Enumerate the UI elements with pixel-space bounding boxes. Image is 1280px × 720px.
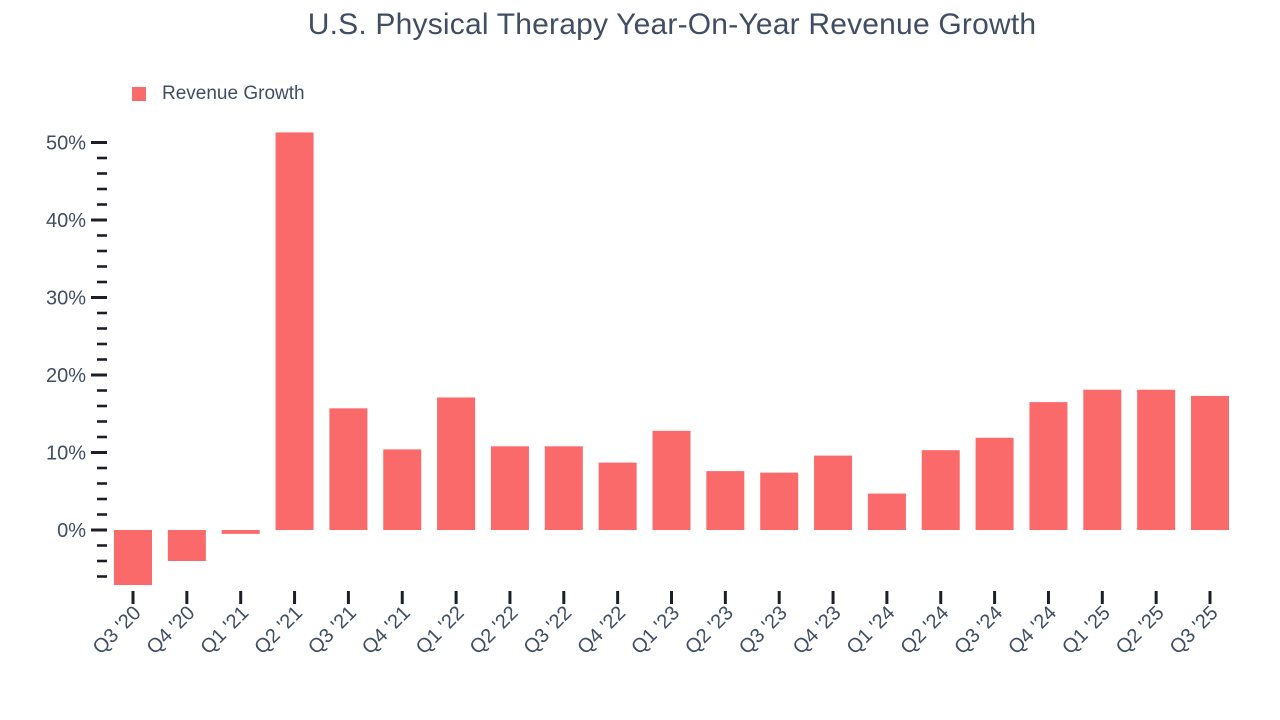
- bar[interactable]: [167, 530, 206, 561]
- bar[interactable]: [329, 408, 368, 530]
- bar[interactable]: [1137, 389, 1176, 530]
- bar[interactable]: [652, 430, 691, 530]
- x-axis-tick-label: Q2 '25: [1112, 602, 1169, 659]
- bar[interactable]: [1083, 389, 1122, 530]
- x-axis-tick-label: Q2 '21: [250, 602, 307, 659]
- x-axis-tick-label: Q1 '25: [1058, 602, 1115, 659]
- x-axis-tick-label: Q3 '21: [304, 602, 361, 659]
- y-axis-tick-label: 30%: [46, 288, 86, 310]
- x-axis-tick-label: Q1 '21: [196, 602, 253, 659]
- x-axis-tick-label: Q4 '22: [573, 602, 630, 659]
- x-axis-tick-label: Q1 '24: [843, 602, 900, 659]
- x-axis-tick-label: Q4 '21: [358, 602, 415, 659]
- bar[interactable]: [867, 493, 906, 530]
- bar[interactable]: [1029, 402, 1068, 530]
- x-axis-tick-label: Q3 '24: [950, 602, 1007, 659]
- bar[interactable]: [706, 471, 745, 530]
- bar[interactable]: [544, 446, 583, 530]
- chart-title: U.S. Physical Therapy Year-On-Year Reven…: [307, 8, 1037, 41]
- bar[interactable]: [437, 397, 476, 530]
- bar[interactable]: [114, 530, 152, 586]
- bar[interactable]: [383, 449, 422, 530]
- bar[interactable]: [1191, 395, 1229, 530]
- y-axis-tick-label: 0%: [57, 520, 86, 542]
- bar[interactable]: [221, 530, 260, 534]
- x-axis-tick-label: Q1 '23: [627, 602, 684, 659]
- x-axis-tick-label: Q3 '25: [1166, 602, 1223, 659]
- legend-item-revenue-growth[interactable]: Revenue Growth: [132, 83, 305, 105]
- x-axis-tick-label: Q2 '23: [681, 602, 738, 659]
- y-axis-tick-label: 20%: [46, 365, 86, 387]
- x-axis-tick-label: Q2 '24: [896, 602, 953, 659]
- x-axis-tick-label: Q4 '23: [789, 602, 846, 659]
- x-axis-tick-label: Q3 '20: [89, 602, 146, 659]
- x-axis-tick-label: Q3 '23: [735, 602, 792, 659]
- bar[interactable]: [975, 437, 1014, 530]
- bar[interactable]: [490, 446, 529, 530]
- bar[interactable]: [921, 450, 960, 530]
- x-axis-tick-label: Q3 '22: [520, 602, 577, 659]
- y-axis-tick-label: 40%: [46, 210, 86, 232]
- y-axis-tick-label: 50%: [46, 133, 86, 155]
- bar[interactable]: [275, 132, 314, 531]
- bar[interactable]: [760, 472, 799, 530]
- y-axis-tick-label: 10%: [46, 443, 86, 465]
- x-axis-tick-label: Q2 '22: [466, 602, 523, 659]
- legend-label: Revenue Growth: [162, 83, 305, 104]
- x-axis-tick-label: Q4 '20: [143, 602, 200, 659]
- bar[interactable]: [814, 455, 853, 530]
- x-axis-tick-label: Q4 '24: [1004, 602, 1061, 659]
- x-axis-tick-label: Q1 '22: [412, 602, 469, 659]
- bar[interactable]: [598, 462, 637, 530]
- legend-swatch-icon: [132, 87, 146, 101]
